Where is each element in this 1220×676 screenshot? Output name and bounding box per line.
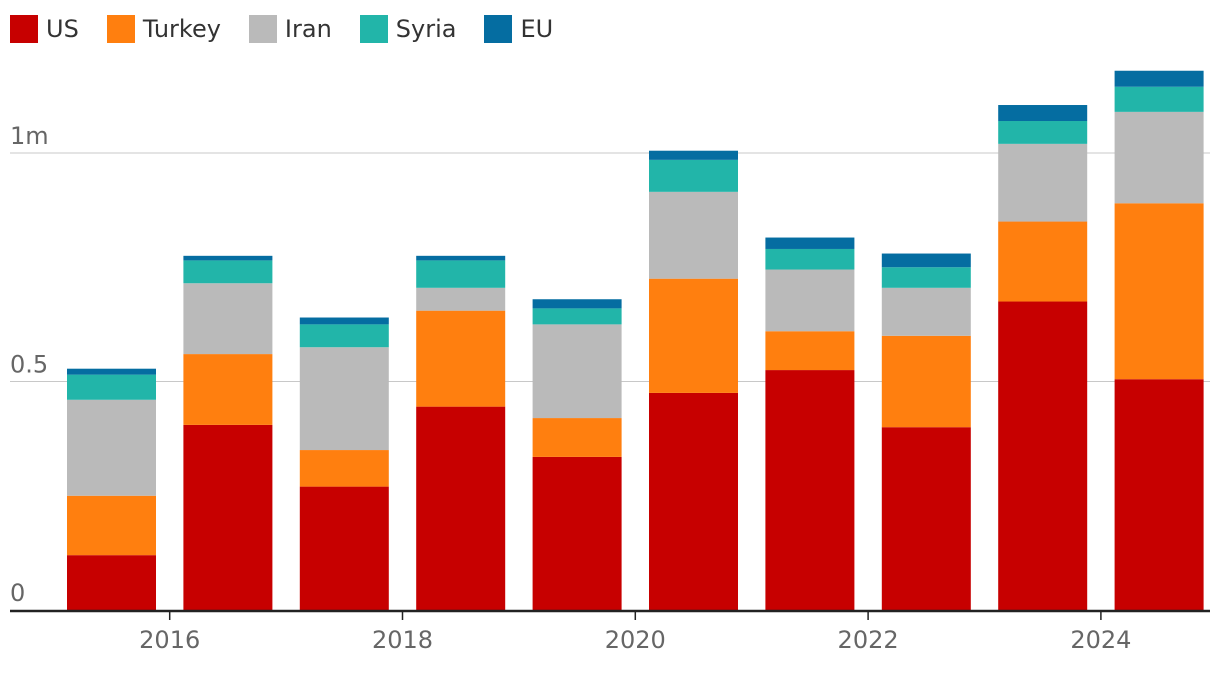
bar-2021-iran	[765, 269, 855, 332]
bar-2019-eu	[532, 299, 622, 309]
bar-2021-syria	[765, 248, 855, 270]
bar-2021-turkey	[765, 331, 855, 371]
bar-2020-us	[649, 392, 738, 610]
legend-item-us: US	[10, 15, 79, 43]
bar-2017-eu	[299, 317, 389, 325]
bar-2017-iran	[299, 347, 389, 451]
bar-2016-syria	[183, 260, 273, 284]
bar-2023-us	[998, 301, 1088, 610]
bar-2024-turkey	[1114, 203, 1204, 380]
legend-item-iran: Iran	[248, 15, 332, 43]
bar-2021-eu	[765, 237, 855, 249]
legend-swatch-turkey	[106, 15, 135, 43]
bar-2023-iran	[998, 143, 1088, 222]
bar-2017-syria	[299, 324, 389, 348]
x-tick-label-2018: 2018	[372, 626, 433, 654]
legend-item-syria: Syria	[359, 15, 457, 43]
bar-2023-turkey	[998, 221, 1088, 302]
bar-2019-turkey	[532, 418, 622, 457]
legend-label-iran: Iran	[284, 15, 332, 43]
x-tick-label-2022: 2022	[838, 626, 899, 654]
legend-label-syria: Syria	[395, 15, 457, 43]
bar-2022-turkey	[881, 335, 971, 428]
bar-2018-iran	[416, 287, 506, 311]
legend-label-us: US	[46, 15, 79, 43]
chart-legend: US Turkey Iran Syria EU	[10, 12, 581, 46]
bar-2015-syria	[67, 374, 156, 400]
bar-2023-eu	[998, 105, 1088, 122]
bar-2019-iran	[532, 324, 622, 419]
bar-2020-turkey	[649, 278, 738, 393]
bar-2022-iran	[881, 287, 971, 336]
bar-2016-iran	[183, 283, 273, 355]
legend-label-turkey: Turkey	[142, 15, 221, 43]
bar-2019-us	[532, 456, 622, 610]
legend-swatch-eu	[484, 15, 513, 43]
y-tick-label-0.5: 0.5	[10, 351, 48, 379]
bar-2024-eu	[1114, 70, 1204, 87]
legend-swatch-iran	[248, 15, 277, 43]
legend-label-eu: EU	[520, 15, 554, 43]
x-tick-label-2020: 2020	[605, 626, 666, 654]
x-tick-label-2024: 2024	[1070, 626, 1131, 654]
bar-2020-syria	[649, 159, 738, 192]
bar-2017-turkey	[299, 450, 389, 487]
bar-2015-us	[67, 555, 156, 610]
legend-item-turkey: Turkey	[106, 15, 221, 43]
bar-2020-eu	[649, 150, 738, 160]
y-tick-label-0: 0	[10, 579, 25, 607]
bar-2015-turkey	[67, 495, 156, 556]
bar-2019-syria	[532, 308, 622, 325]
bar-2015-iran	[67, 399, 156, 496]
bar-2024-syria	[1114, 86, 1204, 112]
bar-2020-iran	[649, 191, 738, 279]
bar-2018-eu	[416, 255, 506, 261]
legend-swatch-syria	[359, 15, 388, 43]
bar-2016-eu	[183, 255, 273, 261]
bar-2024-iran	[1114, 111, 1204, 204]
y-axis-labels: 0 0.5 1m	[10, 122, 49, 607]
legend-swatch-us	[10, 15, 38, 43]
bar-2018-turkey	[416, 310, 506, 407]
x-axis: 2016 2018 2020 2022 2024	[10, 609, 1210, 654]
bar-2018-us	[416, 406, 506, 610]
bar-2022-eu	[881, 253, 971, 268]
legend-item-eu: EU	[484, 15, 553, 43]
bar-2016-us	[183, 424, 273, 610]
bar-2022-syria	[881, 267, 971, 288]
bar-2016-turkey	[183, 354, 273, 425]
x-tick-label-2016: 2016	[139, 626, 200, 654]
y-tick-label-1m: 1m	[10, 122, 49, 150]
bar-2021-us	[765, 370, 855, 610]
bar-2015-eu	[67, 368, 156, 375]
bar-2018-syria	[416, 260, 506, 288]
bars	[67, 70, 1204, 610]
bar-2024-us	[1114, 379, 1204, 610]
bar-2022-us	[881, 427, 971, 610]
bar-2017-us	[299, 486, 389, 610]
bar-2023-syria	[998, 121, 1088, 144]
